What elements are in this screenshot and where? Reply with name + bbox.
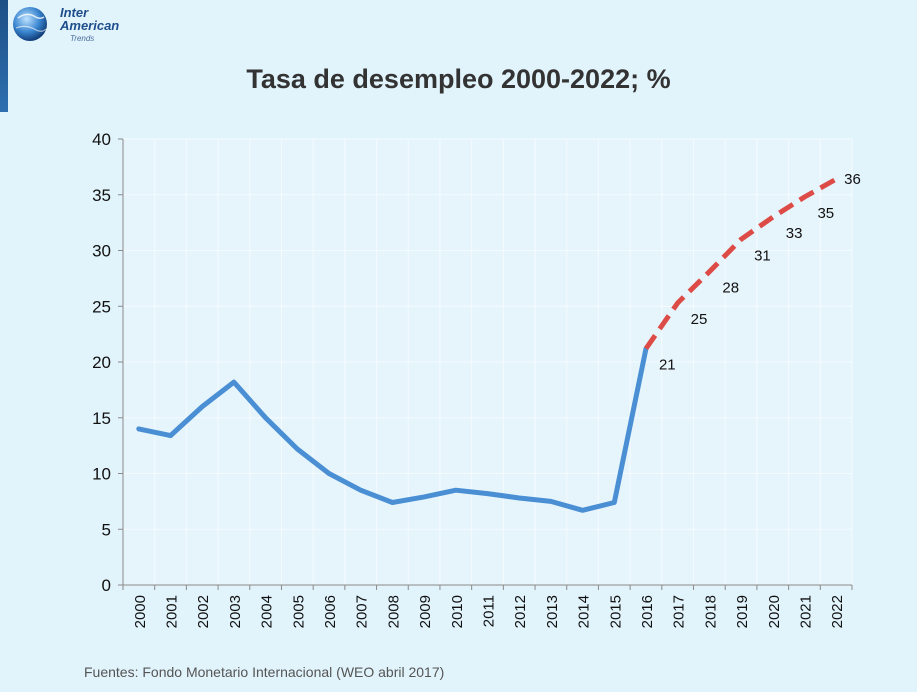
x-tick-label: 2000 bbox=[132, 595, 149, 628]
x-tick-label: 2013 bbox=[544, 595, 561, 628]
x-tick-label: 2012 bbox=[512, 595, 529, 628]
logo-line-3: Trends bbox=[70, 34, 95, 43]
x-tick-label: 2010 bbox=[449, 595, 466, 628]
x-tick-label: 2019 bbox=[734, 595, 751, 628]
y-tick-label: 40 bbox=[92, 130, 111, 149]
logo-line-2: American bbox=[60, 18, 120, 33]
x-tick-label: 2001 bbox=[164, 595, 181, 628]
data-label: 28 bbox=[722, 280, 739, 297]
y-tick-label: 25 bbox=[92, 297, 111, 316]
y-tick-label: 0 bbox=[102, 576, 111, 595]
data-label: 21 bbox=[659, 357, 676, 374]
globe-icon bbox=[13, 7, 47, 41]
x-tick-label: 2021 bbox=[797, 595, 814, 628]
data-label: 31 bbox=[754, 247, 771, 264]
x-tick-label: 2016 bbox=[639, 595, 656, 628]
x-tick-label: 2018 bbox=[702, 595, 719, 628]
y-tick-label: 15 bbox=[92, 409, 111, 428]
y-tick-label: 35 bbox=[92, 186, 111, 205]
y-tick-label: 10 bbox=[92, 465, 111, 484]
data-label: 33 bbox=[786, 225, 803, 242]
inter-american-trends-logo: Inter American Trends bbox=[10, 4, 130, 44]
x-tick-label: 2017 bbox=[671, 595, 688, 628]
x-tick-label: 2020 bbox=[766, 595, 783, 628]
y-tick-label: 30 bbox=[92, 242, 111, 261]
x-tick-label: 2005 bbox=[290, 595, 307, 628]
x-tick-label: 2014 bbox=[576, 595, 593, 628]
x-tick-label: 2015 bbox=[607, 595, 624, 628]
x-tick-label: 2006 bbox=[322, 595, 339, 628]
source-note: Fuentes: Fondo Monetario Internacional (… bbox=[84, 664, 445, 680]
x-tick-label: 2011 bbox=[481, 595, 498, 627]
left-accent-bar bbox=[0, 0, 8, 112]
data-label: 36 bbox=[844, 171, 861, 188]
y-tick-label: 5 bbox=[102, 520, 111, 539]
x-tick-label: 2002 bbox=[195, 595, 212, 628]
x-tick-label: 2008 bbox=[385, 595, 402, 628]
x-tick-label: 2007 bbox=[354, 595, 371, 628]
chart-title: Tasa de desempleo 2000-2022; % bbox=[246, 64, 671, 94]
x-tick-label: 2022 bbox=[829, 595, 846, 628]
logo-line-1: Inter bbox=[60, 5, 89, 20]
data-label: 35 bbox=[817, 205, 834, 222]
data-label: 25 bbox=[691, 311, 708, 328]
x-tick-label: 2004 bbox=[259, 595, 276, 628]
y-tick-label: 20 bbox=[92, 353, 111, 372]
x-tick-label: 2009 bbox=[417, 595, 434, 628]
x-tick-label: 2003 bbox=[227, 595, 244, 628]
